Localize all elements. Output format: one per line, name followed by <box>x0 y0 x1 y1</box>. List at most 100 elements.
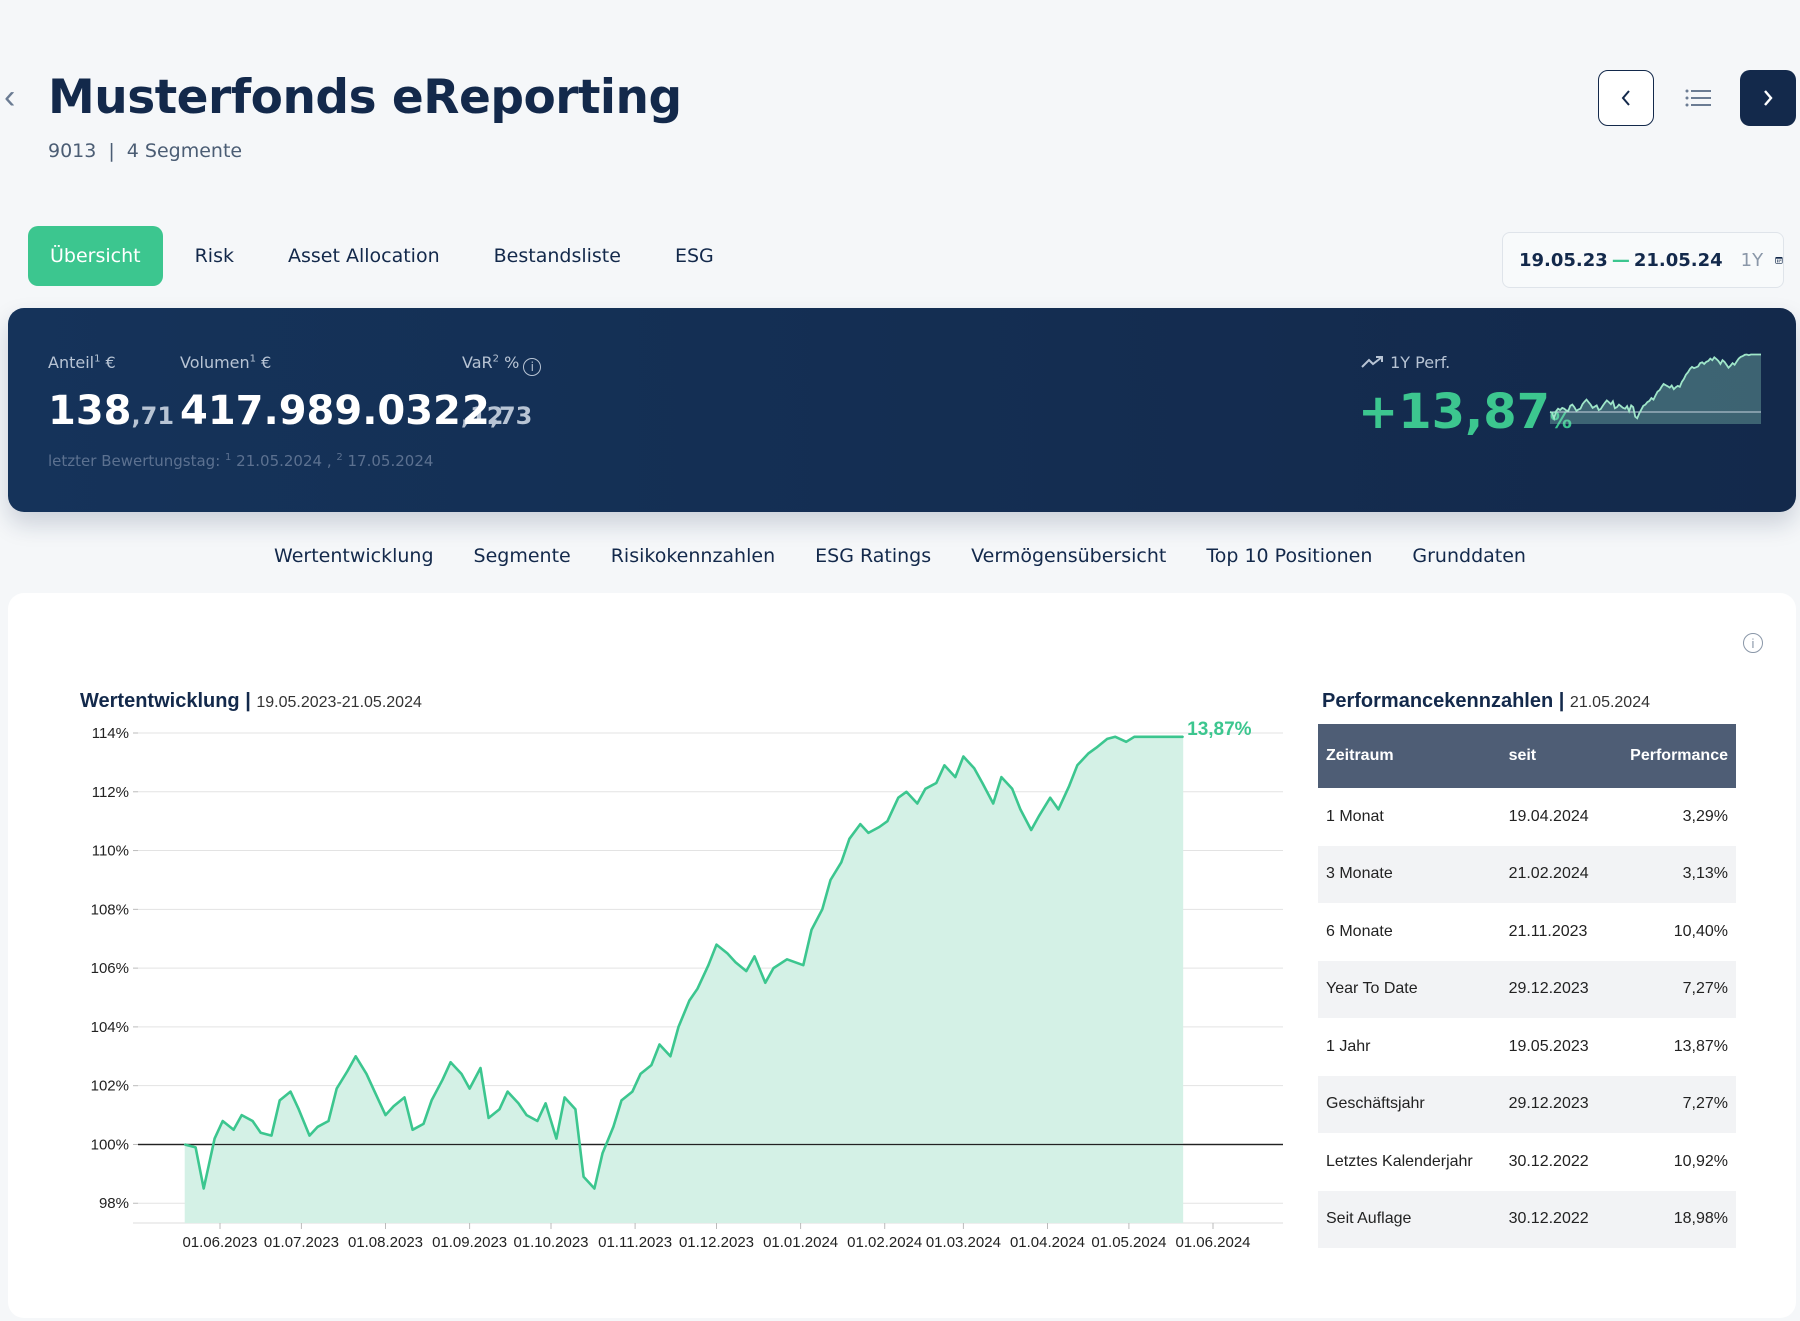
cell-zeitraum: 1 Monat <box>1326 807 1384 825</box>
tab-bestandsliste[interactable]: Bestandsliste <box>493 245 621 267</box>
table-row: Geschäftsjahr 29.12.2023 7,27% <box>1318 1075 1736 1133</box>
chevron-right-icon <box>1764 90 1773 106</box>
cell-seit: 19.05.2023 <box>1508 1037 1589 1055</box>
data-point <box>373 1090 376 1093</box>
tab-uebersicht[interactable]: Übersicht <box>28 226 163 286</box>
data-point <box>764 982 767 984</box>
perf-table-title: Performancekennzahlen | 21.05.2024 <box>1322 690 1650 712</box>
data-point <box>1095 746 1098 749</box>
x-tick-label: 01.12.2023 <box>679 1234 754 1251</box>
date-period: 1Y <box>1740 249 1764 271</box>
data-point <box>574 1108 577 1110</box>
data-point <box>232 1128 235 1131</box>
data-point <box>1106 738 1108 740</box>
next-fund-button[interactable] <box>1740 70 1796 126</box>
cell-seit: 21.02.2024 <box>1500 845 1609 903</box>
previous-fund-button[interactable] <box>1598 70 1654 126</box>
cell-performance: 3,13% <box>1608 845 1736 903</box>
x-tick-label: 01.07.2023 <box>264 1234 339 1251</box>
data-point <box>677 1026 680 1028</box>
subnav-risikokennzahlen[interactable]: Risikokennzahlen <box>610 545 776 567</box>
data-point <box>981 782 984 784</box>
performance-sparkline <box>1549 353 1761 424</box>
volumen-label: Volumen1 € <box>180 353 272 372</box>
volumen-value: 417.989.032,12 <box>180 388 504 434</box>
tab-risk[interactable]: Risk <box>194 245 234 267</box>
subnav-grunddaten[interactable]: Grunddaten <box>1412 545 1526 567</box>
data-point <box>1087 752 1089 755</box>
subnav-vermoegensuebersicht[interactable]: Vermögensübersicht <box>971 545 1167 567</box>
var-info-icon[interactable]: i <box>523 358 542 376</box>
calendar-icon[interactable] <box>1775 248 1783 272</box>
data-point <box>555 1137 558 1140</box>
subnav-top10[interactable]: Top 10 Positionen <box>1206 545 1373 567</box>
cell-performance: 10,40% <box>1673 922 1728 940</box>
data-point <box>392 1105 395 1108</box>
data-point <box>289 1090 292 1093</box>
back-chevron-icon[interactable]: ‹ <box>4 78 16 116</box>
table-row: Letztes Kalenderjahr 30.12.2022 10,92% <box>1318 1133 1736 1191</box>
data-point <box>973 767 976 770</box>
cell-seit: 30.12.2022 <box>1508 1152 1589 1170</box>
data-point <box>1011 788 1014 790</box>
date-range-picker[interactable]: 19.05.23 — 21.05.24 1Y <box>1502 232 1784 288</box>
data-point <box>335 1087 338 1090</box>
data-point <box>460 1073 463 1075</box>
data-point <box>487 1117 490 1119</box>
cell-seit: 29.12.2023 <box>1500 1075 1609 1133</box>
fund-list-button[interactable] <box>1670 70 1726 126</box>
data-point <box>202 1187 205 1190</box>
sparkline-area <box>1550 354 1761 424</box>
var-label: VaR2 % i <box>462 353 542 376</box>
data-point <box>897 796 900 799</box>
data-point <box>1125 741 1127 743</box>
data-point <box>403 1096 406 1099</box>
data-point <box>308 1134 311 1137</box>
table-row: 3 Monate 21.02.2024 3,13% <box>1318 845 1736 903</box>
cell-zeitraum: 6 Monate <box>1326 922 1393 940</box>
date-to: 21.05.24 <box>1633 249 1723 271</box>
data-point <box>669 1055 672 1058</box>
chevron-left-icon <box>1621 90 1630 106</box>
subnav-esg-ratings[interactable]: ESG Ratings <box>815 545 932 567</box>
cell-seit: 30.12.2022 <box>1500 1190 1609 1248</box>
data-point <box>1171 736 1174 738</box>
data-point <box>753 955 756 958</box>
data-point <box>802 964 805 966</box>
subnav-wertentwicklung[interactable]: Wertentwicklung <box>274 545 434 567</box>
tab-esg[interactable]: ESG <box>674 245 714 267</box>
var-value: 2,73 <box>462 388 533 434</box>
perf-value: +13,87% <box>1358 384 1572 440</box>
data-point <box>810 929 813 931</box>
data-point <box>1144 736 1146 738</box>
data-point <box>1038 814 1041 817</box>
data-point <box>479 1067 482 1069</box>
cell-performance: 10,92% <box>1673 1152 1728 1170</box>
y-tick-label: 100% <box>91 1136 129 1153</box>
performance-table: Zeitraum seit Performance 1 Monat 19.04.2… <box>1318 724 1736 1248</box>
data-point <box>840 861 843 864</box>
x-tick-label: 01.09.2023 <box>432 1234 507 1251</box>
data-point <box>213 1137 216 1140</box>
cell-zeitraum: Year To Date <box>1318 960 1501 1018</box>
data-point <box>506 1090 509 1093</box>
table-row: 1 Monat 19.04.2024 3,29% <box>1318 788 1736 846</box>
x-tick-label: 01.05.2024 <box>1091 1234 1166 1251</box>
data-point <box>517 1102 520 1105</box>
data-point <box>1163 736 1165 738</box>
data-point <box>688 999 691 1002</box>
data-point <box>270 1134 273 1137</box>
info-icon[interactable]: i <box>1743 633 1763 653</box>
data-point <box>935 782 938 784</box>
data-point <box>183 1143 186 1146</box>
data-point <box>251 1120 254 1122</box>
data-point <box>924 788 927 790</box>
tab-asset-allocation[interactable]: Asset Allocation <box>287 245 440 267</box>
x-tick-label: 01.04.2024 <box>1010 1234 1085 1251</box>
subnav-segmente[interactable]: Segmente <box>473 545 571 567</box>
segments-count: 4 Segmente <box>126 140 243 162</box>
y-tick-label: 104% <box>91 1019 129 1036</box>
data-point <box>1057 808 1060 811</box>
y-tick-label: 108% <box>91 901 129 918</box>
data-point <box>1049 796 1052 799</box>
